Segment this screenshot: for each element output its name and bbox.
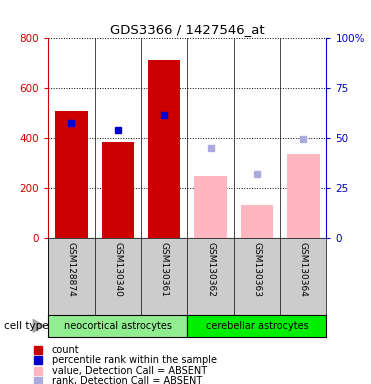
Text: GSM130361: GSM130361 <box>160 242 169 297</box>
Bar <box>287 154 319 238</box>
Text: GSM130340: GSM130340 <box>113 242 122 297</box>
Text: GSM128874: GSM128874 <box>67 242 76 297</box>
Text: cerebellar astrocytes: cerebellar astrocytes <box>206 321 308 331</box>
Text: GSM130363: GSM130363 <box>252 242 262 297</box>
Polygon shape <box>33 319 45 333</box>
Text: neocortical astrocytes: neocortical astrocytes <box>64 321 172 331</box>
Text: percentile rank within the sample: percentile rank within the sample <box>52 355 217 365</box>
Bar <box>241 205 273 238</box>
Title: GDS3366 / 1427546_at: GDS3366 / 1427546_at <box>110 23 265 36</box>
Text: value, Detection Call = ABSENT: value, Detection Call = ABSENT <box>52 366 207 376</box>
Bar <box>102 142 134 238</box>
Text: count: count <box>52 345 79 355</box>
Bar <box>148 60 180 238</box>
Bar <box>194 176 227 238</box>
Text: GSM130364: GSM130364 <box>299 242 308 297</box>
Text: rank, Detection Call = ABSENT: rank, Detection Call = ABSENT <box>52 376 202 384</box>
Bar <box>55 111 88 238</box>
Text: cell type: cell type <box>4 321 48 331</box>
Text: GSM130362: GSM130362 <box>206 242 215 297</box>
